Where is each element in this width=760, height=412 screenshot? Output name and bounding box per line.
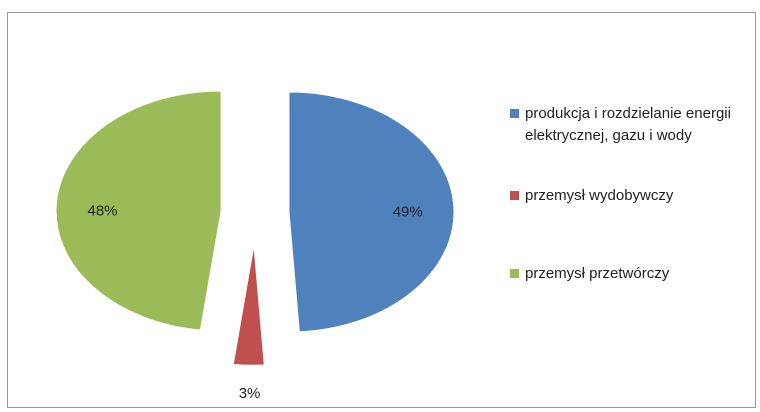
legend-label-mining: przemysł wydobywczy xyxy=(525,187,674,204)
data-label-manufacturing: 48% xyxy=(87,202,117,219)
pie-slice-mining xyxy=(232,245,265,366)
legend-item-mining: przemysł wydobywczy xyxy=(510,185,755,207)
data-label-mining: 3% xyxy=(239,385,261,402)
data-label-energy: 49% xyxy=(393,204,423,221)
legend-label-energy: produkcja i rozdzielanie energii elektry… xyxy=(525,105,731,144)
legend-swatch-energy xyxy=(510,109,519,118)
legend-item-energy: produkcja i rozdzielanie energii elektry… xyxy=(510,103,755,147)
legend-swatch-mining xyxy=(510,191,519,200)
legend-swatch-manufacturing xyxy=(510,269,519,278)
pie-slice-manufacturing xyxy=(55,90,222,331)
legend-label-manufacturing: przemysł przetwórczy xyxy=(525,265,670,282)
legend-item-manufacturing: przemysł przetwórczy xyxy=(510,263,755,285)
pie-slice-energy xyxy=(288,91,455,333)
